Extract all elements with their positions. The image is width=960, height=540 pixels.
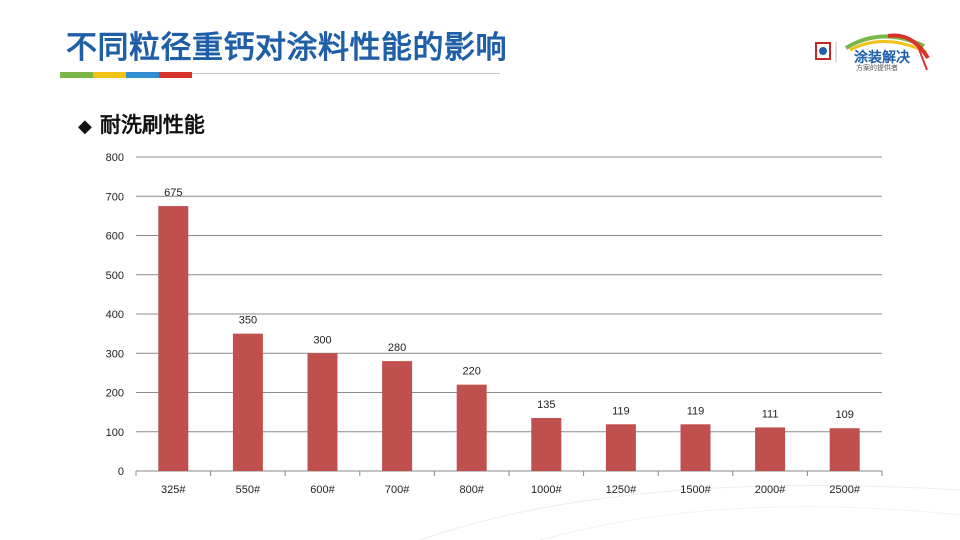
- bar: [158, 206, 189, 471]
- accent-yellow: [93, 72, 126, 78]
- decorative-wave-lines: [420, 485, 960, 540]
- data-label: 350: [239, 315, 257, 327]
- section-heading: ◆ 耐洗刷性能: [78, 109, 205, 139]
- x-tick-label: 550#: [236, 484, 261, 496]
- logo-sub-text: 方案的提供者: [856, 64, 898, 72]
- x-tick-label: 325#: [161, 484, 186, 496]
- bar: [232, 333, 263, 471]
- y-tick-label: 700: [106, 191, 124, 203]
- bar: [680, 424, 711, 471]
- bar: [605, 424, 636, 471]
- x-tick-label: 1250#: [606, 484, 637, 496]
- data-label: 111: [762, 408, 779, 420]
- bar: [307, 353, 338, 471]
- data-label: 109: [836, 409, 854, 421]
- y-tick-label: 800: [106, 152, 124, 164]
- bar: [755, 427, 786, 471]
- bar: [456, 384, 487, 471]
- bar: [531, 418, 562, 471]
- y-tick-label: 0: [118, 466, 124, 478]
- x-tick-label: 800#: [459, 484, 484, 496]
- accent-blue: [126, 72, 159, 78]
- x-tick-label: 700#: [385, 484, 410, 496]
- accent-green: [60, 72, 93, 78]
- brand-logo: [815, 33, 930, 71]
- data-label: 135: [537, 399, 555, 411]
- title-divider: [60, 73, 500, 74]
- x-tick-label: 1500#: [680, 484, 711, 496]
- section-heading-text: 耐洗刷性能: [99, 113, 205, 137]
- data-label: 300: [313, 334, 331, 346]
- x-tick-label: 2500#: [829, 484, 860, 496]
- accent-color-bar: [60, 72, 192, 78]
- bar: [382, 361, 413, 471]
- data-label: 119: [687, 405, 705, 417]
- data-label: 280: [388, 342, 406, 354]
- accent-red: [159, 72, 192, 78]
- x-tick-label: 600#: [310, 484, 335, 496]
- x-tick-label: 2000#: [755, 484, 786, 496]
- y-tick-label: 500: [106, 270, 124, 282]
- y-tick-label: 100: [106, 427, 124, 439]
- y-tick-label: 600: [106, 231, 124, 243]
- diamond-icon: ◆: [78, 116, 92, 137]
- data-label: 675: [164, 187, 182, 199]
- data-label: 220: [463, 366, 481, 378]
- data-label: 119: [612, 405, 630, 417]
- x-tick-label: 1000#: [531, 484, 562, 496]
- slide-title: 不同粒径重钙对涂料性能的影响: [66, 30, 507, 66]
- logo-brand-text: 涂装解决: [854, 50, 910, 66]
- y-tick-label: 400: [106, 309, 124, 321]
- y-tick-label: 200: [106, 388, 124, 400]
- y-tick-label: 300: [106, 348, 124, 360]
- bar: [829, 428, 860, 471]
